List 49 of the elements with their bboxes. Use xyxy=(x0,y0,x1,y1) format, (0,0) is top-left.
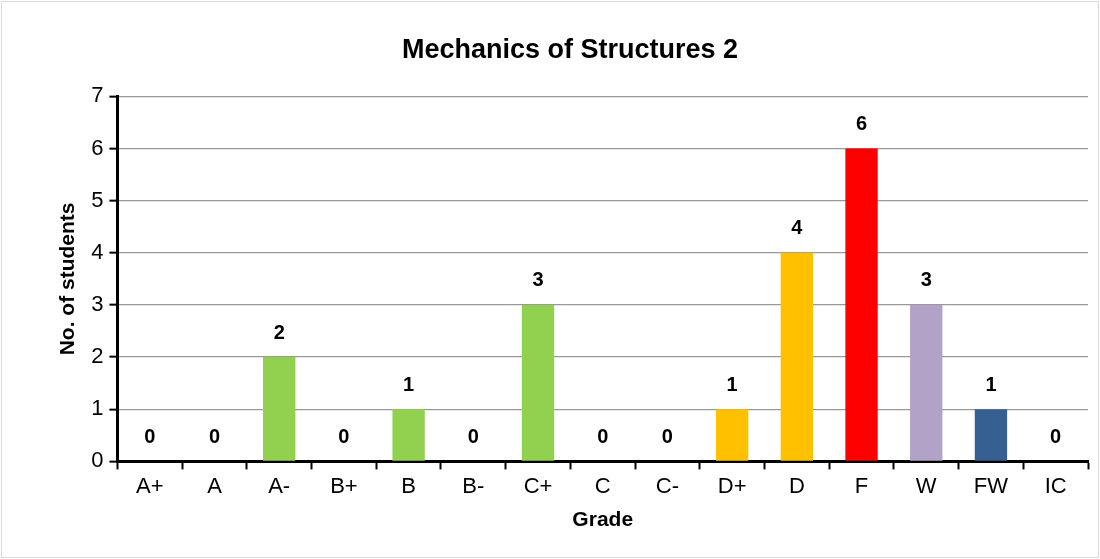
data-label: 0 xyxy=(467,424,479,447)
x-tick-label: W xyxy=(915,472,937,498)
y-tick-label: 3 xyxy=(91,291,104,317)
y-tick-label: 4 xyxy=(91,238,104,264)
x-axis-title: Grade xyxy=(572,507,634,531)
data-label: 0 xyxy=(597,424,609,447)
bar xyxy=(521,304,555,461)
data-label: 0 xyxy=(1050,424,1062,447)
bar xyxy=(392,409,425,461)
bar xyxy=(263,357,296,461)
x-tick-label: D+ xyxy=(717,472,747,498)
y-axis-title: No. of students xyxy=(55,202,79,356)
bar xyxy=(974,409,1008,461)
chart-title: Mechanics of Structures 2 xyxy=(401,33,739,64)
y-tick-label: 6 xyxy=(91,134,104,160)
data-label: 1 xyxy=(726,372,738,395)
bar xyxy=(715,409,749,461)
x-tick-label: F xyxy=(854,472,869,498)
x-tick-label: FW xyxy=(973,472,1009,498)
data-label: 1 xyxy=(985,372,997,395)
data-label: 6 xyxy=(855,112,868,135)
data-label: 3 xyxy=(920,268,932,291)
x-tick-label: A xyxy=(207,472,223,498)
x-tick-label: B xyxy=(401,472,416,498)
x-tick-label: A- xyxy=(268,472,291,498)
x-tick-label: B+ xyxy=(330,472,358,498)
x-tick-label: B- xyxy=(462,472,485,498)
x-tick-label: IC xyxy=(1044,472,1067,498)
x-tick-label: C- xyxy=(655,472,680,498)
y-tick-label: 0 xyxy=(91,447,104,473)
x-tick-label: A+ xyxy=(136,472,164,498)
data-label: 0 xyxy=(661,424,673,447)
data-label: 4 xyxy=(791,216,804,239)
data-label: 0 xyxy=(338,424,350,447)
y-tick-label: 1 xyxy=(91,395,104,421)
x-tick-label: C+ xyxy=(523,472,553,498)
bar xyxy=(910,304,943,461)
data-label: 2 xyxy=(273,320,285,343)
data-label: 1 xyxy=(403,372,415,395)
data-label: 0 xyxy=(144,424,156,447)
y-tick-label: 2 xyxy=(91,343,104,369)
data-label: 0 xyxy=(208,424,221,447)
y-tick-label: 5 xyxy=(91,186,104,212)
x-tick-label: C xyxy=(594,472,611,498)
data-label: 3 xyxy=(532,268,544,291)
x-tick-label: D xyxy=(788,472,805,498)
bar xyxy=(845,148,878,461)
bar xyxy=(780,252,814,461)
y-tick-label: 7 xyxy=(91,82,104,108)
